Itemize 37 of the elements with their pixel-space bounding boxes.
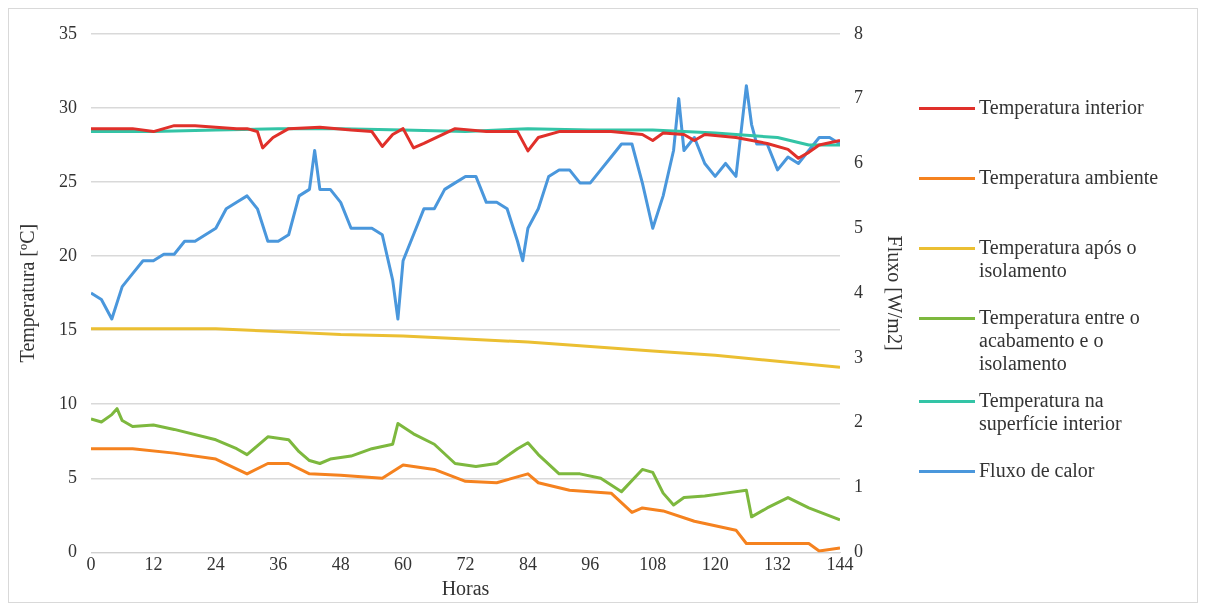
legend-label: Temperatura ambiente xyxy=(979,166,1159,189)
y-axis-title: Temperatura [ºC] xyxy=(16,223,40,363)
y2-tick-label: 2 xyxy=(854,411,863,432)
x-tick-label: 108 xyxy=(639,553,667,574)
legend-label: Temperatura na superfície interior xyxy=(979,389,1123,435)
y-tick-label: 15 xyxy=(59,318,77,339)
x-tick-label: 0 xyxy=(86,553,96,574)
y2-tick-label: 4 xyxy=(854,281,863,302)
x-tick-label: 60 xyxy=(394,553,413,574)
legend-label: Temperatura entre o acabamento e o isolamento xyxy=(979,306,1141,375)
x-tick-label: 132 xyxy=(764,553,792,574)
x-tick-label: 36 xyxy=(269,553,288,574)
x-axis-title: Horas xyxy=(441,577,490,600)
x-tick-label: 84 xyxy=(518,553,537,574)
y2-tick-label: 5 xyxy=(854,217,863,238)
y2-tick-label: 1 xyxy=(854,476,863,497)
x-tick-label: 24 xyxy=(206,553,225,574)
y2-axis-title: Fluxo [W/m2] xyxy=(883,235,906,351)
y2-tick-label: 8 xyxy=(854,22,863,43)
y-tick-label: 5 xyxy=(68,467,77,488)
x-tick-label: 48 xyxy=(331,553,350,574)
legend-label: Temperatura após o isolamento xyxy=(979,236,1138,282)
x-tick-label: 144 xyxy=(826,553,854,574)
x-tick-label: 72 xyxy=(456,553,475,574)
legend-label: Temperatura interior xyxy=(979,96,1144,119)
y-tick-label: 30 xyxy=(59,96,77,117)
x-tick-label: 96 xyxy=(581,553,600,574)
y-tick-label: 20 xyxy=(59,244,77,265)
y2-tick-label: 6 xyxy=(854,152,863,173)
y-tick-label: 10 xyxy=(59,392,77,413)
y-tick-label: 35 xyxy=(59,22,77,43)
x-tick-label: 12 xyxy=(144,553,163,574)
y2-tick-label: 3 xyxy=(854,346,863,367)
y-tick-label: 25 xyxy=(59,170,77,191)
legend-label: Fluxo de calor xyxy=(979,459,1095,482)
y2-tick-label: 7 xyxy=(854,87,863,108)
x-tick-label: 120 xyxy=(701,553,729,574)
